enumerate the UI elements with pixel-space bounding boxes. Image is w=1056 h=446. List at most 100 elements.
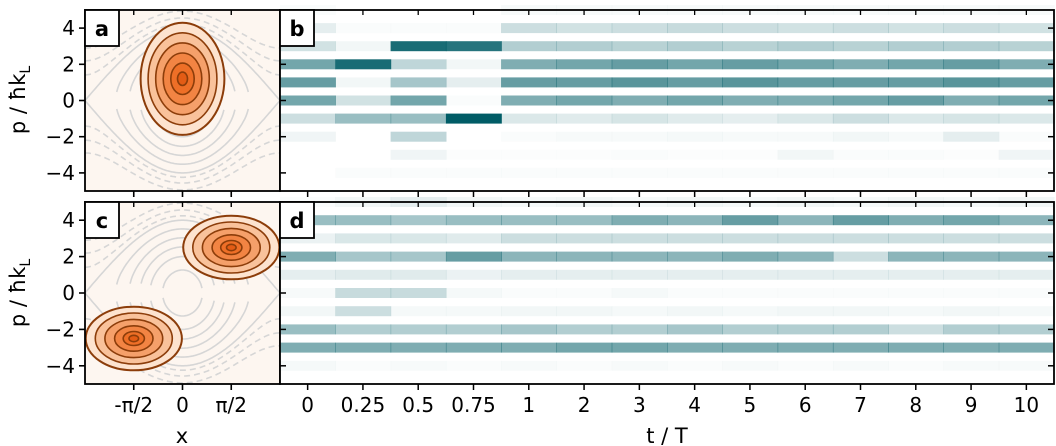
- panel-b-frame: [279, 9, 1055, 192]
- x-tick-label: 8: [909, 393, 922, 417]
- heatmap-cell: [943, 77, 1000, 88]
- heatmap-cell: [280, 131, 336, 142]
- heatmap-cell: [722, 233, 779, 244]
- heatmap-cell: [611, 23, 668, 34]
- heatmap-cell: [998, 41, 1055, 52]
- heatmap-cell: [888, 251, 944, 262]
- heatmap-cell: [612, 168, 668, 178]
- heatmap-cell: [998, 251, 1055, 262]
- heatmap-cell: [777, 215, 834, 226]
- heatmap-cell: [943, 233, 1000, 244]
- y-tick-label: −2: [46, 125, 75, 149]
- heatmap-cell: [501, 95, 557, 106]
- heatmap-cell: [777, 59, 834, 70]
- heatmap-cell: [832, 59, 889, 70]
- heatmap-cell: [888, 150, 944, 160]
- x-tick-label: 0: [301, 393, 314, 417]
- heatmap-cell: [833, 288, 889, 298]
- heatmap-cell: [999, 288, 1055, 298]
- heatmap-cell: [667, 361, 723, 371]
- heatmap-cell: [280, 324, 336, 335]
- panel-c-y-ticks: −4 −2 0 2 4: [46, 208, 85, 378]
- heatmap-cell: [445, 41, 502, 52]
- heatmap-cell: [446, 150, 502, 160]
- panel-c-label-box: [84, 201, 120, 239]
- distribution-contour: [176, 71, 189, 87]
- heatmap-cell: [556, 251, 613, 262]
- y-tick-label: 0: [62, 281, 75, 305]
- heatmap-cell: [888, 59, 944, 70]
- heatmap-cell: [777, 149, 834, 160]
- heatmap-cell: [556, 306, 613, 317]
- heatmap-cell: [390, 59, 447, 70]
- heatmap-cell: [832, 269, 889, 280]
- heatmap-cell: [501, 251, 557, 262]
- heatmap-cell: [943, 131, 1000, 142]
- phase-orbit-line: [129, 109, 236, 157]
- heatmap-cell: [390, 95, 447, 106]
- heatmap-cell: [335, 23, 391, 33]
- heatmap-cell: [722, 77, 779, 88]
- heatmap-cell: [390, 41, 447, 52]
- heatmap-cell: [390, 342, 447, 353]
- heatmap-cell: [501, 77, 557, 88]
- heatmap-cell: [998, 95, 1055, 106]
- heatmap-cell: [777, 77, 834, 88]
- heatmap-cell: [722, 168, 778, 178]
- phase-orbit-line: [162, 297, 203, 317]
- heatmap-cell: [777, 23, 834, 34]
- y-tick-label: 4: [62, 16, 75, 40]
- heatmap-cell: [556, 288, 612, 298]
- heatmap-cell: [832, 77, 889, 88]
- heatmap-cell: [832, 251, 889, 262]
- panel-c-label: c: [96, 209, 108, 233]
- heatmap-cell: [722, 150, 778, 160]
- heatmap-cell: [446, 361, 502, 371]
- heatmap-cell: [556, 168, 612, 178]
- xlabel-time: t / T: [646, 424, 688, 446]
- heatmap-cell: [335, 269, 392, 280]
- heatmap-cell: [446, 96, 502, 106]
- heatmap-cell: [611, 113, 668, 124]
- heatmap-cell: [335, 215, 392, 226]
- heatmap-cell: [556, 233, 613, 244]
- heatmap-cell: [777, 342, 834, 353]
- heatmap-cell: [280, 288, 336, 298]
- panel-d-frame: [279, 201, 1055, 385]
- heatmap-cell: [778, 361, 834, 371]
- heatmap-cell: [501, 342, 557, 353]
- y-tick-label: 4: [62, 208, 75, 232]
- heatmap-cell: [943, 251, 1000, 262]
- heatmap-cell: [888, 41, 944, 52]
- ylabel-bottom-text: p / ħkL: [6, 259, 34, 328]
- phase-open-orbit-line: [85, 152, 280, 191]
- heatmap-cell: [280, 306, 336, 317]
- heatmap-cell: [778, 168, 834, 178]
- heatmap-cell: [832, 342, 889, 353]
- heatmap-cell: [777, 251, 834, 262]
- panel-b-label: b: [289, 17, 304, 41]
- heatmap-cell: [722, 23, 779, 34]
- heatmap-cell: [722, 95, 779, 106]
- heatmap-cell: [390, 149, 447, 160]
- heatmap-cell: [832, 324, 889, 335]
- heatmap-cell: [390, 131, 447, 142]
- heatmap-cell: [556, 342, 613, 353]
- x-tick-label: 0: [176, 393, 189, 417]
- heatmap-cell: [833, 168, 889, 178]
- heatmap-cell: [335, 233, 392, 244]
- heatmap-cell: [556, 361, 612, 371]
- heatmap-cell: [888, 215, 944, 226]
- heatmap-cell: [280, 113, 336, 124]
- y-tick-label: −4: [46, 161, 75, 185]
- heatmap-cell: [832, 95, 889, 106]
- heatmap-cell: [611, 77, 668, 88]
- heatmap-cell: [445, 251, 502, 262]
- heatmap-cell: [335, 168, 391, 178]
- heatmap-cell: [667, 233, 723, 244]
- heatmap-cell: [722, 269, 779, 280]
- heatmap-cell: [280, 360, 336, 371]
- heatmap-cell: [556, 215, 613, 226]
- panel-d-x-tick-labels: 0 0.25 0.5 0.75 1 2 3 4 5 6 7 8 9 10: [301, 393, 1039, 417]
- heatmap-cell: [501, 168, 557, 178]
